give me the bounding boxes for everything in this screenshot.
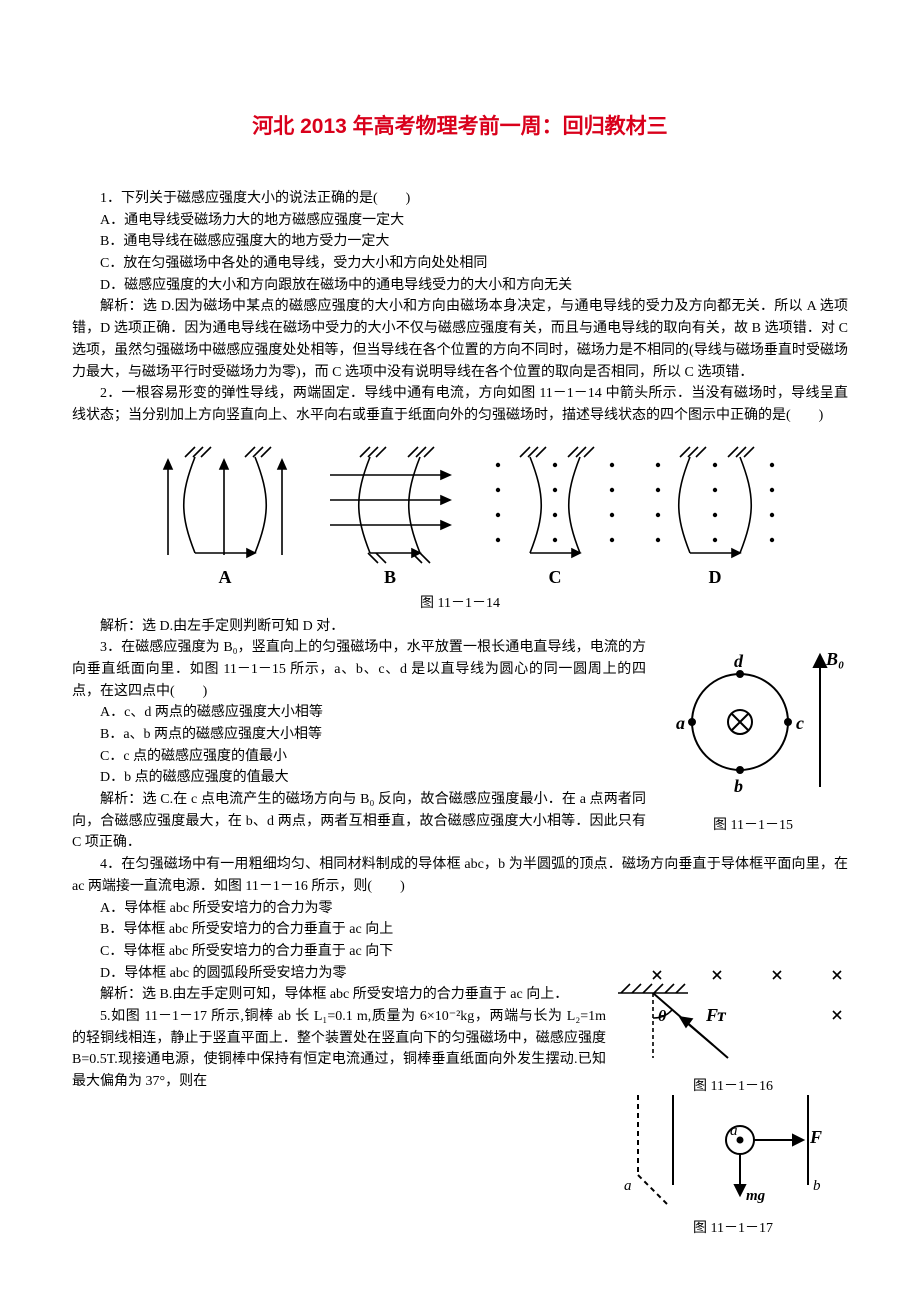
q4-opt-a: A．导体框 abc 所受安培力的合力为零 <box>72 898 848 920</box>
page: 河北 2013 年高考物理考前一周：回归教材三 1．下列关于磁感应强度大小的说法… <box>0 0 920 1281</box>
q5-mg: mg <box>746 1188 766 1204</box>
q2-label-a: A <box>219 567 232 585</box>
q2-figure: A B <box>72 435 848 590</box>
q2-label-b: B <box>384 567 396 585</box>
q4-FT: Fᴛ <box>705 1005 727 1025</box>
page-title: 河北 2013 年高考物理考前一周：回归教材三 <box>72 110 848 140</box>
q5-ap: a <box>624 1178 632 1194</box>
q2-stem: 2．一根容易形变的弹性导线，两端固定．导线中通有电流，方向如图 11－1－14 … <box>72 383 848 426</box>
q3-figure: a c d b B₀ 图 11－1－15 <box>658 637 848 834</box>
q1-stem: 1．下列关于磁感应强度大小的说法正确的是( ) <box>72 188 848 210</box>
q1-opt-a: A．通电导线受磁场力大的地方磁感应强度一定大 <box>72 210 848 232</box>
q5-F: F <box>809 1127 822 1147</box>
q4-opt-c: C．导体框 abc 所受安培力的合力垂直于 ac 向下 <box>72 941 848 963</box>
q1-opt-d: D．磁感应强度的大小和方向跟放在磁场中的通电导线受力的大小和方向无关 <box>72 275 848 297</box>
q5-b: b <box>813 1178 821 1194</box>
q3-node-d: d <box>734 651 744 671</box>
q4-opt-b: B．导体框 abc 所受安培力的合力垂直于 ac 向上 <box>72 919 848 941</box>
q4-theta: θ <box>658 1008 667 1025</box>
q3-B0: B₀ <box>825 649 844 669</box>
q1-opt-b: B．通电导线在磁感应强度大的地方受力一定大 <box>72 231 848 253</box>
q3-node-c: c <box>796 713 804 733</box>
q1-answer: 解析：选 D.因为磁场中某点的磁感应强度的大小和方向由磁场本身决定，与通电导线的… <box>72 296 848 383</box>
q5-svg: a b a F mg <box>618 1095 848 1215</box>
q1-opt-c: C．放在匀强磁场中各处的通电导线，受力大小和方向处处相同 <box>72 253 848 275</box>
q4-stem: 4．在匀强磁场中有一用粗细均匀、相同材料制成的导体框 abc，b 为半圆弧的顶点… <box>72 854 848 897</box>
q4-figlabel: 图 11－1－16 <box>618 1075 848 1095</box>
q2-label-d: D <box>709 567 722 585</box>
q3-svg: a c d b B₀ <box>658 637 848 812</box>
q3-node-a: a <box>676 713 685 733</box>
q4q5-figures: Fᴛ θ 图 11－1－16 a b <box>618 963 848 1237</box>
q5-a: a <box>730 1123 738 1139</box>
q2-answer: 解析：选 D.由左手定则判断可知 D 对． <box>72 616 848 638</box>
q2-svg: A B <box>140 435 780 585</box>
q2-caption: 图 11－1－14 <box>72 592 848 612</box>
q4-svg: Fᴛ θ <box>618 963 848 1073</box>
q3-figlabel: 图 11－1－15 <box>658 814 848 834</box>
q5-figlabel: 图 11－1－17 <box>618 1217 848 1237</box>
q2-label-c: C <box>549 567 562 585</box>
q3-node-b: b <box>734 776 743 796</box>
